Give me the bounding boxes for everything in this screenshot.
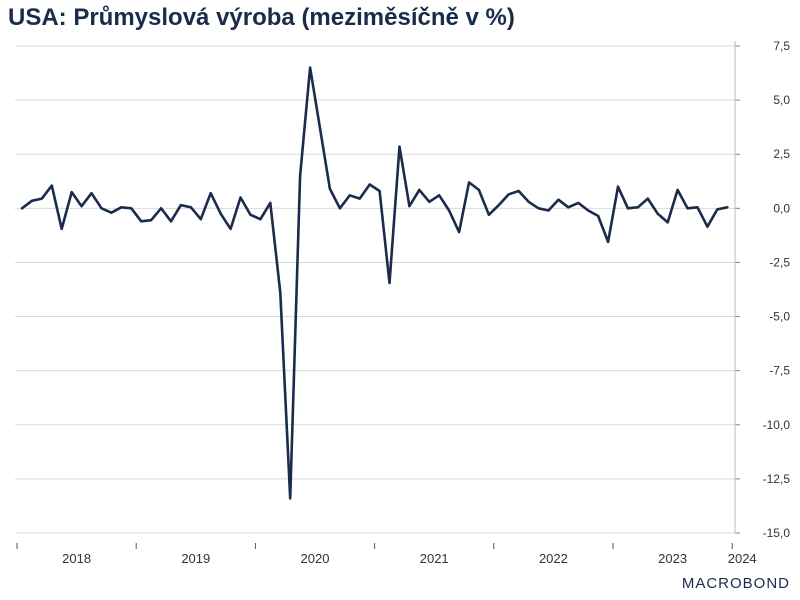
x-tick-label: 2020 bbox=[301, 551, 330, 566]
x-tick-label: 2022 bbox=[539, 551, 568, 566]
y-tick-label: 2,5 bbox=[773, 147, 790, 161]
y-tick-label: -15,0 bbox=[763, 526, 791, 540]
x-tick-label: 2018 bbox=[62, 551, 91, 566]
x-axis: 2018 2019 2020 2021 2022 2023 2024 bbox=[16, 543, 757, 566]
x-tick-label: 2021 bbox=[420, 551, 449, 566]
x-tick-label: 2024 bbox=[728, 551, 757, 566]
y-tick-labels: 7,5 5,0 2,5 0,0 -2,5 -5,0 -7,5 -10,0 -12,5 -15,0 bbox=[763, 39, 791, 540]
y-tick-label: -12,5 bbox=[763, 472, 791, 486]
series-line bbox=[20, 66, 729, 500]
y-tick-label: 7,5 bbox=[773, 39, 790, 53]
y-tick-label: -2,5 bbox=[769, 255, 790, 269]
y-tick-label: -10,0 bbox=[763, 418, 791, 432]
y-tick-label: 5,0 bbox=[773, 93, 790, 107]
series-layer bbox=[20, 66, 729, 500]
chart-title: USA: Průmyslová výroba (meziměsíčně v %) bbox=[8, 4, 515, 31]
y-tick-label: -5,0 bbox=[769, 310, 790, 324]
x-tick-label: 2023 bbox=[658, 551, 687, 566]
y-tick-label: 0,0 bbox=[773, 201, 790, 215]
y-tick-label: -7,5 bbox=[769, 364, 790, 378]
gridlines bbox=[15, 41, 740, 534]
x-tick-label: 2019 bbox=[181, 551, 210, 566]
macrobond-logo: MACROBOND bbox=[681, 575, 790, 592]
